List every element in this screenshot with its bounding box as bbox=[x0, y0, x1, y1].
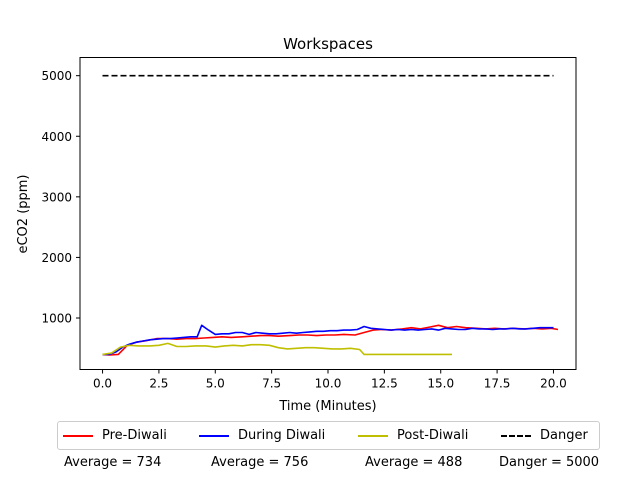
y-tick-label: 2000 bbox=[41, 251, 72, 265]
x-tick-label: 7.5 bbox=[262, 377, 281, 391]
x-tick-label: 10.0 bbox=[315, 377, 342, 391]
legend-item-during-diwali: During Diwali bbox=[199, 422, 325, 449]
x-tick-label: 2.5 bbox=[149, 377, 168, 391]
plot-frame bbox=[79, 57, 577, 370]
y-tick-label: 4000 bbox=[41, 130, 72, 144]
x-tick-label: 5.0 bbox=[206, 377, 225, 391]
x-tick-label: 17.5 bbox=[484, 377, 511, 391]
legend-swatch-post-diwali bbox=[358, 434, 388, 437]
danger-value: Danger = 5000 bbox=[499, 455, 600, 470]
x-tick-label: 12.5 bbox=[371, 377, 398, 391]
legend-swatch-pre-diwali bbox=[63, 434, 93, 437]
y-tick-label: 1000 bbox=[41, 312, 72, 326]
x-axis: 0.0 2.5 5.0 7.5 10.0 12.5 15.0 17.5 20.0 bbox=[93, 369, 567, 391]
y-tick-label: 5000 bbox=[41, 69, 72, 83]
legend-label-pre-diwali: Pre-Diwali bbox=[102, 428, 167, 443]
legend-label-danger: Danger bbox=[540, 428, 588, 443]
y-tick-label: 3000 bbox=[41, 190, 72, 204]
plot-area bbox=[102, 74, 559, 356]
x-tick-label: 0.0 bbox=[93, 377, 112, 391]
legend-label-post-diwali: Post-Diwali bbox=[397, 428, 469, 443]
series-line-post-diwali bbox=[102, 342, 452, 356]
legend: Pre-Diwali During Diwali Post-Diwali Dan… bbox=[57, 421, 600, 450]
legend-label-during-diwali: During Diwali bbox=[238, 428, 326, 443]
chart-title: Workspaces bbox=[283, 35, 373, 53]
y-axis-label: eCO2 (ppm) bbox=[16, 174, 31, 253]
average-during-diwali: Average = 756 bbox=[211, 455, 309, 470]
legend-swatch-during-diwali bbox=[199, 434, 229, 437]
y-axis: 1000 2000 3000 4000 5000 bbox=[41, 69, 80, 326]
legend-swatch-danger bbox=[501, 434, 531, 437]
average-post-diwali: Average = 488 bbox=[365, 455, 463, 470]
x-tick-label: 20.0 bbox=[540, 377, 567, 391]
average-pre-diwali: Average = 734 bbox=[64, 455, 162, 470]
series-line-during-diwali bbox=[102, 324, 554, 356]
legend-item-danger: Danger bbox=[501, 422, 588, 449]
x-tick-label: 15.0 bbox=[427, 377, 454, 391]
legend-item-pre-diwali: Pre-Diwali bbox=[63, 422, 167, 449]
legend-item-post-diwali: Post-Diwali bbox=[358, 422, 468, 449]
x-axis-label: Time (Minutes) bbox=[278, 399, 376, 414]
